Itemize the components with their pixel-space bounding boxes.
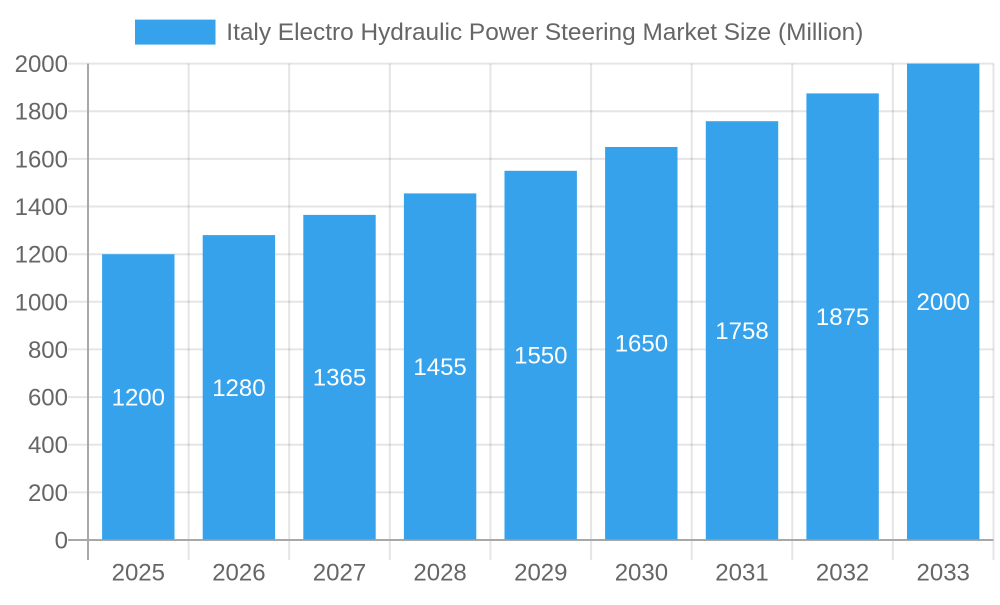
svg-text:2032: 2032	[816, 559, 869, 586]
svg-text:2028: 2028	[413, 559, 466, 586]
svg-text:1800: 1800	[15, 99, 68, 126]
svg-text:2027: 2027	[313, 559, 366, 586]
svg-text:1875: 1875	[816, 304, 869, 331]
svg-text:1600: 1600	[15, 146, 68, 173]
svg-text:2030: 2030	[615, 559, 668, 586]
svg-text:2029: 2029	[514, 559, 567, 586]
svg-text:1758: 1758	[715, 318, 768, 345]
svg-text:2033: 2033	[917, 559, 970, 586]
svg-text:400: 400	[28, 432, 68, 459]
svg-text:1200: 1200	[15, 242, 68, 269]
svg-text:0: 0	[55, 528, 68, 555]
svg-text:1455: 1455	[413, 354, 466, 381]
svg-text:200: 200	[28, 480, 68, 507]
svg-text:1200: 1200	[112, 384, 165, 411]
svg-text:2026: 2026	[212, 559, 265, 586]
svg-text:1000: 1000	[15, 289, 68, 316]
svg-text:600: 600	[28, 385, 68, 412]
svg-text:1650: 1650	[615, 331, 668, 358]
svg-text:1400: 1400	[15, 194, 68, 221]
svg-text:1280: 1280	[212, 375, 265, 402]
svg-text:2025: 2025	[112, 559, 165, 586]
svg-text:1550: 1550	[514, 343, 567, 370]
svg-text:2031: 2031	[715, 559, 768, 586]
svg-text:Italy Electro Hydraulic Power: Italy Electro Hydraulic Power Steering M…	[226, 19, 863, 46]
svg-text:800: 800	[28, 337, 68, 364]
svg-text:2000: 2000	[15, 51, 68, 78]
svg-text:2000: 2000	[917, 289, 970, 316]
svg-text:1365: 1365	[313, 365, 366, 392]
